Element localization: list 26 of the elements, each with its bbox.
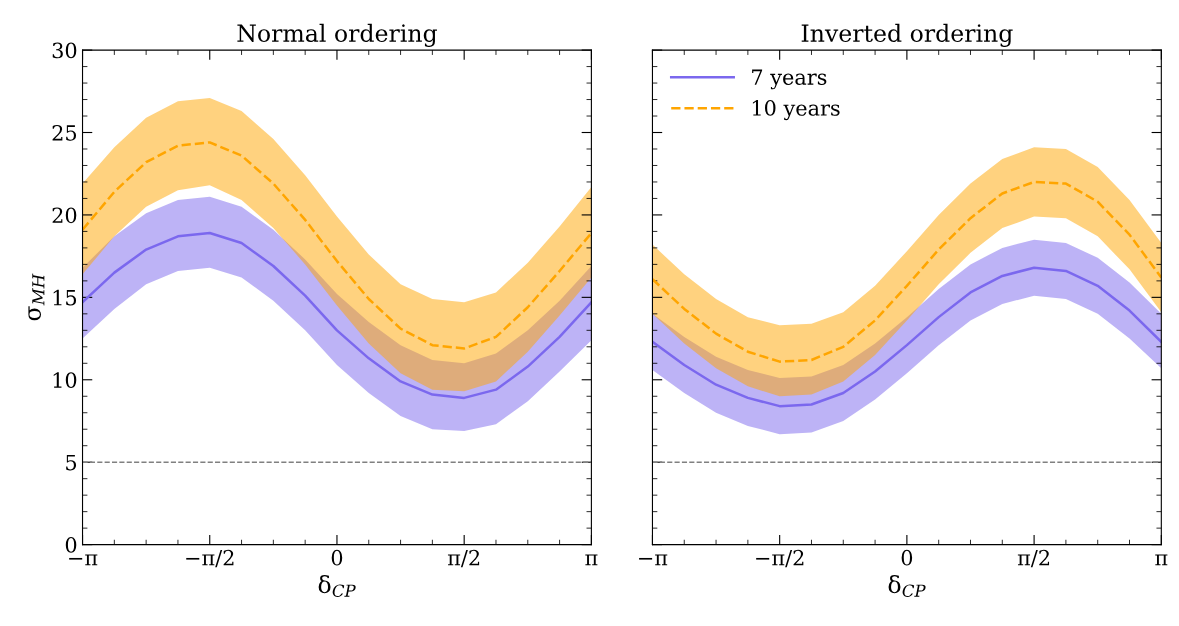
x-tick-label: 0 — [901, 549, 913, 566]
legend-label: 7 years — [752, 69, 827, 90]
x-tick-label: −π/2 — [756, 549, 804, 568]
x-axis-title: δ$_{CP}$ — [318, 574, 356, 597]
x-axis-title: δ$_{CP}$ — [888, 574, 926, 597]
y-tick-label: 30 — [52, 42, 77, 59]
y-tick-label: 20 — [52, 207, 77, 224]
x-tick-label: 0 — [331, 549, 343, 566]
legend-label: 10 years — [752, 100, 840, 121]
x-tick-label: −π/2 — [186, 549, 234, 568]
y-tick-label: 25 — [52, 124, 77, 141]
line-series — [82, 231, 592, 400]
y-tick-label: 0 — [65, 537, 77, 553]
x-tick-label: π — [1155, 554, 1168, 566]
x-tick-label: π/2 — [1017, 549, 1050, 568]
x-tick-label: π — [585, 554, 598, 566]
y-axis-title: σ$_{MH}$ — [28, 273, 45, 321]
x-tick-label: −π — [639, 554, 668, 566]
y-tick-label: 5 — [66, 454, 77, 471]
y-tick-label: 15 — [53, 289, 77, 306]
chart-title: Inverted ordering — [801, 23, 1013, 47]
y-tick-label: 10 — [53, 372, 77, 388]
line-series — [82, 141, 592, 350]
chart-title: Normal ordering — [237, 23, 437, 47]
x-tick-label: −π — [69, 554, 98, 566]
x-tick-label: π/2 — [447, 549, 480, 568]
